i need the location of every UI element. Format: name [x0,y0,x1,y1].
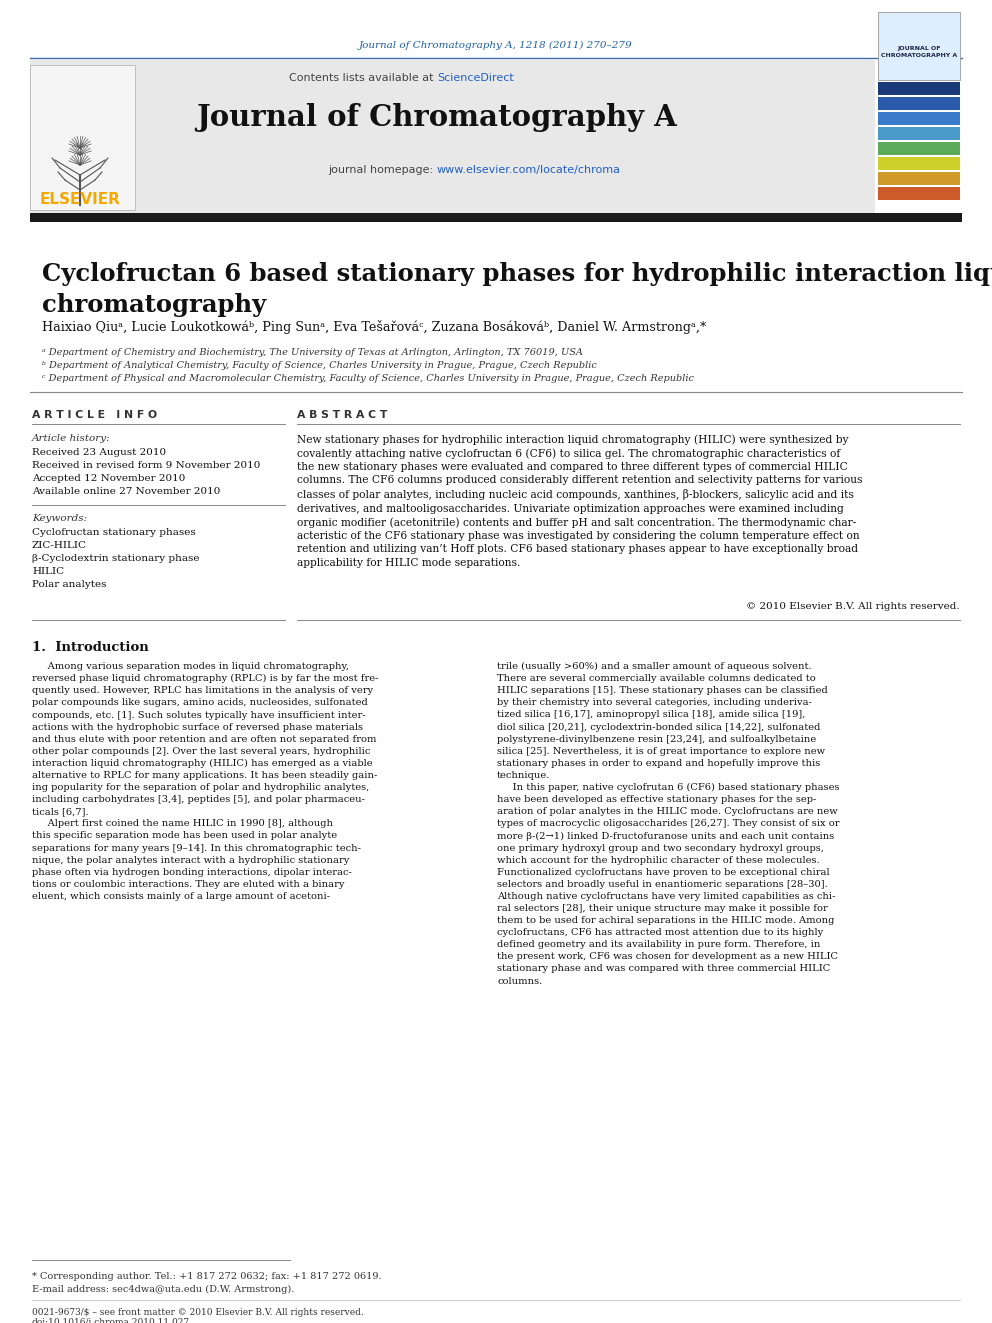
Text: ᶜ Department of Physical and Macromolecular Chemistry, Faculty of Science, Charl: ᶜ Department of Physical and Macromolecu… [42,374,694,382]
Text: Journal of Chromatography A, 1218 (2011) 270–279: Journal of Chromatography A, 1218 (2011)… [359,41,633,49]
Bar [878,97,960,110]
Text: 0021-9673/$ – see front matter © 2010 Elsevier B.V. All rights reserved.: 0021-9673/$ – see front matter © 2010 El… [32,1308,364,1316]
Text: A B S T R A C T: A B S T R A C T [297,410,387,419]
Text: ELSEVIER: ELSEVIER [40,193,120,208]
Text: ᵃ Department of Chemistry and Biochemistry, The University of Texas at Arlington: ᵃ Department of Chemistry and Biochemist… [42,348,583,357]
Bar [878,157,960,169]
Text: 1.  Introduction: 1. Introduction [32,642,149,654]
Bar [878,187,960,200]
Text: ZIC-HILIC: ZIC-HILIC [32,541,87,550]
Text: Contents lists available at: Contents lists available at [289,73,437,83]
Text: Cyclofructan stationary phases: Cyclofructan stationary phases [32,528,195,537]
Text: Available online 27 November 2010: Available online 27 November 2010 [32,487,220,496]
Text: JOURNAL OF
CHROMATOGRAPHY A: JOURNAL OF CHROMATOGRAPHY A [881,46,957,58]
Text: Polar analytes: Polar analytes [32,579,106,589]
Text: E-mail address: sec4dwa@uta.edu (D.W. Armstrong).: E-mail address: sec4dwa@uta.edu (D.W. Ar… [32,1285,295,1294]
Text: Accepted 12 November 2010: Accepted 12 November 2010 [32,474,186,483]
Text: ᵇ Department of Analytical Chemistry, Faculty of Science, Charles University in : ᵇ Department of Analytical Chemistry, Fa… [42,361,597,370]
Text: Article history:: Article history: [32,434,111,443]
Bar [878,172,960,185]
Text: ScienceDirect: ScienceDirect [437,73,514,83]
Text: journal homepage:: journal homepage: [328,165,437,175]
Text: www.elsevier.com/locate/chroma: www.elsevier.com/locate/chroma [437,165,621,175]
Text: Haixiao Qiuᵃ, Lucie Loukotkowáᵇ, Ping Sunᵃ, Eva Tešařováᶜ, Zuzana Bosákováᵇ, Dan: Haixiao Qiuᵃ, Lucie Loukotkowáᵇ, Ping Su… [42,320,706,333]
Text: HILIC: HILIC [32,568,64,576]
Text: Journal of Chromatography A: Journal of Chromatography A [196,103,678,132]
Bar [878,127,960,140]
Bar [30,60,875,216]
Text: New stationary phases for hydrophilic interaction liquid chromatography (HILIC) : New stationary phases for hydrophilic in… [297,434,862,568]
Text: trile (usually >60%) and a smaller amount of aqueous solvent.
There are several : trile (usually >60%) and a smaller amoun… [497,662,839,986]
Bar [878,142,960,155]
Bar [30,213,962,222]
Text: doi:10.1016/j.chroma.2010.11.027: doi:10.1016/j.chroma.2010.11.027 [32,1318,190,1323]
Text: A R T I C L E   I N F O: A R T I C L E I N F O [32,410,157,419]
Text: Among various separation modes in liquid chromatography,
reversed phase liquid c: Among various separation modes in liquid… [32,662,379,901]
Text: Cyclofructan 6 based stationary phases for hydrophilic interaction liquid
chroma: Cyclofructan 6 based stationary phases f… [42,262,992,316]
Bar [878,12,960,79]
Text: β-Cyclodextrin stationary phase: β-Cyclodextrin stationary phase [32,554,199,564]
Text: Received in revised form 9 November 2010: Received in revised form 9 November 2010 [32,460,260,470]
Bar [30,65,135,210]
Bar [878,82,960,95]
Text: Received 23 August 2010: Received 23 August 2010 [32,448,166,456]
Text: * Corresponding author. Tel.: +1 817 272 0632; fax: +1 817 272 0619.: * Corresponding author. Tel.: +1 817 272… [32,1271,382,1281]
Text: © 2010 Elsevier B.V. All rights reserved.: © 2010 Elsevier B.V. All rights reserved… [746,602,960,611]
Bar [878,112,960,124]
Text: Keywords:: Keywords: [32,515,87,523]
